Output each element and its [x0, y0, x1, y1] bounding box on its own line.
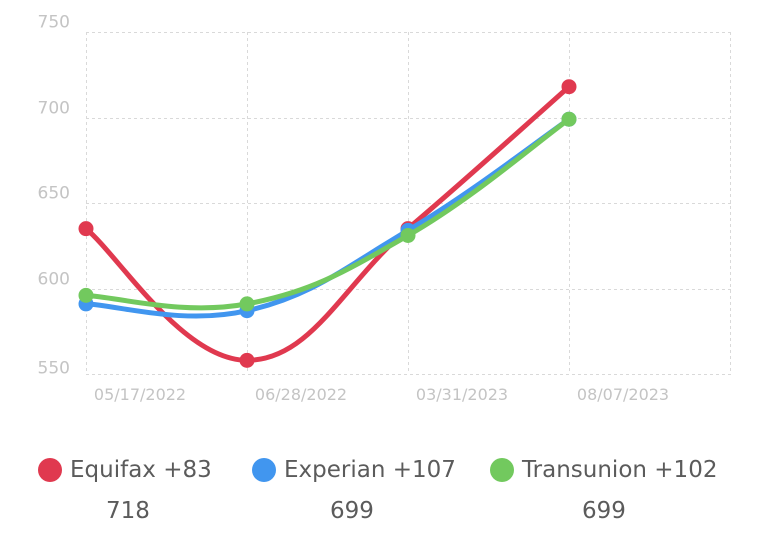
- y-tick-label: 650: [38, 184, 70, 204]
- y-tick-label: 700: [38, 99, 70, 119]
- x-tick-label: 08/07/2023: [577, 385, 669, 404]
- equifax-score: 718: [106, 498, 150, 524]
- legend-item-equifax[interactable]: Equifax +83 718: [38, 450, 212, 524]
- legend-item-experian[interactable]: Experian +107 699: [252, 450, 456, 524]
- experian-dot-icon: [252, 458, 276, 482]
- legend-label-transunion: Transunion +102: [522, 457, 718, 483]
- y-tick-label: 550: [38, 359, 70, 379]
- equifax-data-point: [239, 352, 255, 368]
- transunion-series-line: [83, 116, 572, 311]
- transunion-data-point: [78, 287, 94, 303]
- y-tick-label: 600: [38, 270, 70, 290]
- equifax-data-point: [78, 221, 94, 237]
- equifax-data-point: [561, 79, 577, 95]
- equifax-series-line: [83, 84, 572, 363]
- y-tick-label: 750: [38, 13, 70, 33]
- legend-label-experian: Experian +107: [284, 457, 456, 483]
- x-tick-label: 03/31/2023: [416, 385, 508, 404]
- line-chart-svg: 750 700 650 600 550 05/17/2022 06/28/2022 03/31…: [38, 13, 732, 404]
- legend-label-equifax: Equifax +83: [70, 457, 212, 483]
- transunion-dot-icon: [490, 458, 514, 482]
- experian-score: 699: [330, 498, 374, 524]
- x-tick-label: 05/17/2022: [94, 385, 186, 404]
- transunion-data-point: [561, 111, 577, 127]
- equifax-dot-icon: [38, 458, 62, 482]
- x-tick-label: 06/28/2022: [255, 385, 347, 404]
- transunion-data-point: [239, 296, 255, 312]
- transunion-score: 699: [582, 498, 626, 524]
- credit-score-chart: 750 700 650 600 550 05/17/2022 06/28/2022 03/31…: [38, 13, 732, 404]
- legend: Equifax +83 718 Experian +107 699 Transu…: [0, 450, 768, 540]
- transunion-data-point: [400, 227, 416, 243]
- legend-item-transunion[interactable]: Transunion +102 699: [490, 450, 718, 524]
